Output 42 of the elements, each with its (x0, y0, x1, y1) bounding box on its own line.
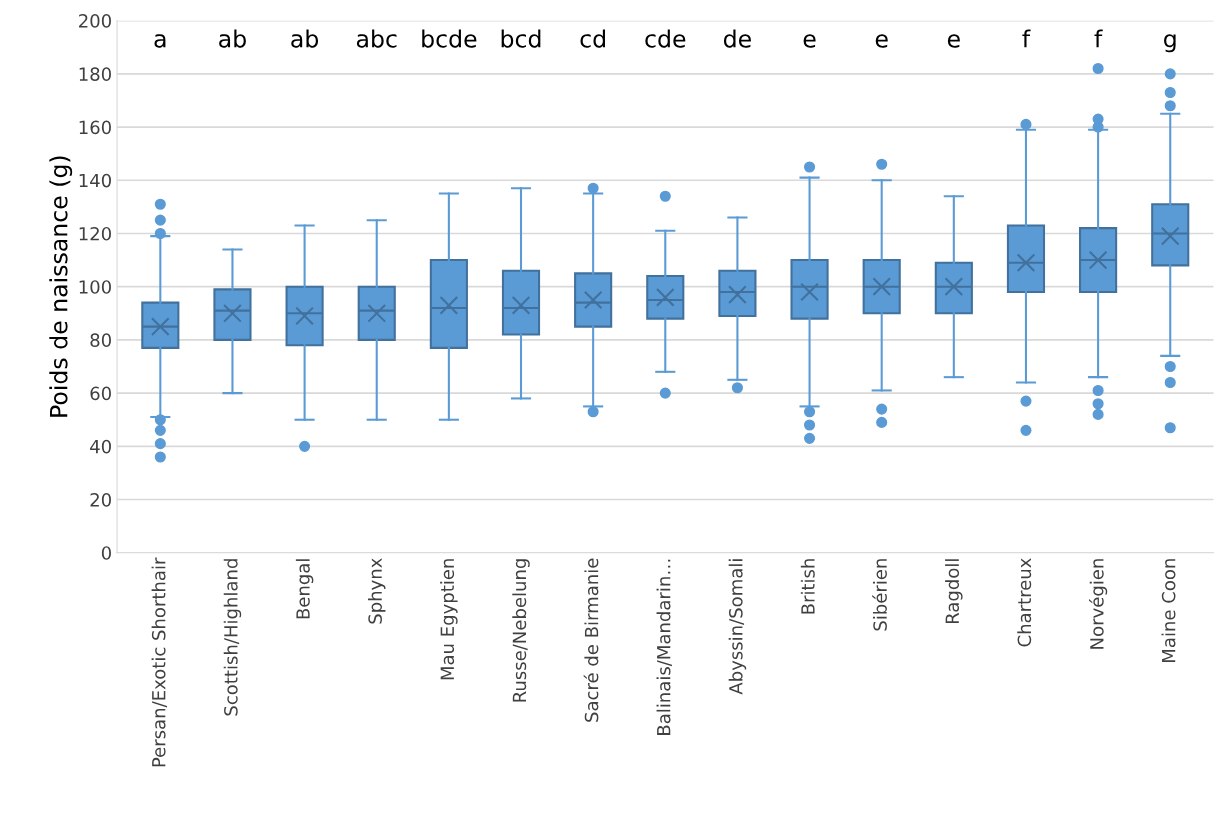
x-tick-label: British (800, 559, 815, 614)
annotation: f (1094, 29, 1103, 48)
annotation: a (154, 34, 166, 48)
x-tick-label: Mau Egyptien (440, 559, 458, 680)
x-tick-label: Ragdoll (945, 559, 963, 624)
annotation: ab (219, 29, 246, 48)
y-tick-label: 80 (90, 333, 111, 348)
annotation: e (875, 34, 888, 48)
y-tick-label: 0 (101, 546, 111, 560)
y-tick-label: 200 (79, 14, 111, 28)
y-tick-label: 40 (90, 439, 111, 454)
x-tick-label: Chartreux (1017, 558, 1032, 647)
x-tick-label: Maine Coon (1161, 559, 1176, 662)
y-tick-label: 100 (79, 280, 111, 294)
y-tick-label: 120 (79, 226, 111, 241)
annotation: e (803, 34, 816, 48)
annotation: de (723, 29, 751, 48)
x-tick-label: Bengal (295, 559, 314, 619)
x-tick-label: Sacré de Birmanie (583, 558, 599, 722)
x-tick-label: Balinais/Mandarin… (656, 559, 672, 735)
x-tick-label: Persan/Exotic Shorthair (151, 557, 167, 767)
x-tick-label: Sphynx (368, 558, 386, 624)
x-tick-label: Russe/Nebelung (512, 559, 530, 702)
annotation: cde (645, 29, 686, 48)
annotation: bcde (422, 29, 477, 48)
annotation: ab (291, 29, 319, 48)
annotation: abc (356, 29, 397, 48)
y-axis-title: Poids de naissance (g) (49, 156, 73, 417)
annotation: e (947, 34, 960, 48)
y-tick-label: 20 (90, 493, 111, 507)
annotation: bcd (501, 29, 541, 48)
y-tick-label: 140 (79, 173, 111, 188)
x-tick-label: Sibérien (872, 559, 887, 631)
annotation: cd (580, 29, 605, 48)
y-tick-label: 160 (79, 120, 111, 135)
annotation: f (1022, 29, 1031, 48)
x-tick-label: Scottish/Highland (223, 559, 242, 716)
x-tick-label: Abyssin/Somali (728, 559, 747, 695)
y-tick-label: 60 (90, 386, 111, 401)
annotation: g (1164, 34, 1176, 53)
y-tick-label: 180 (79, 67, 111, 81)
x-tick-label: Norvégien (1089, 559, 1108, 649)
